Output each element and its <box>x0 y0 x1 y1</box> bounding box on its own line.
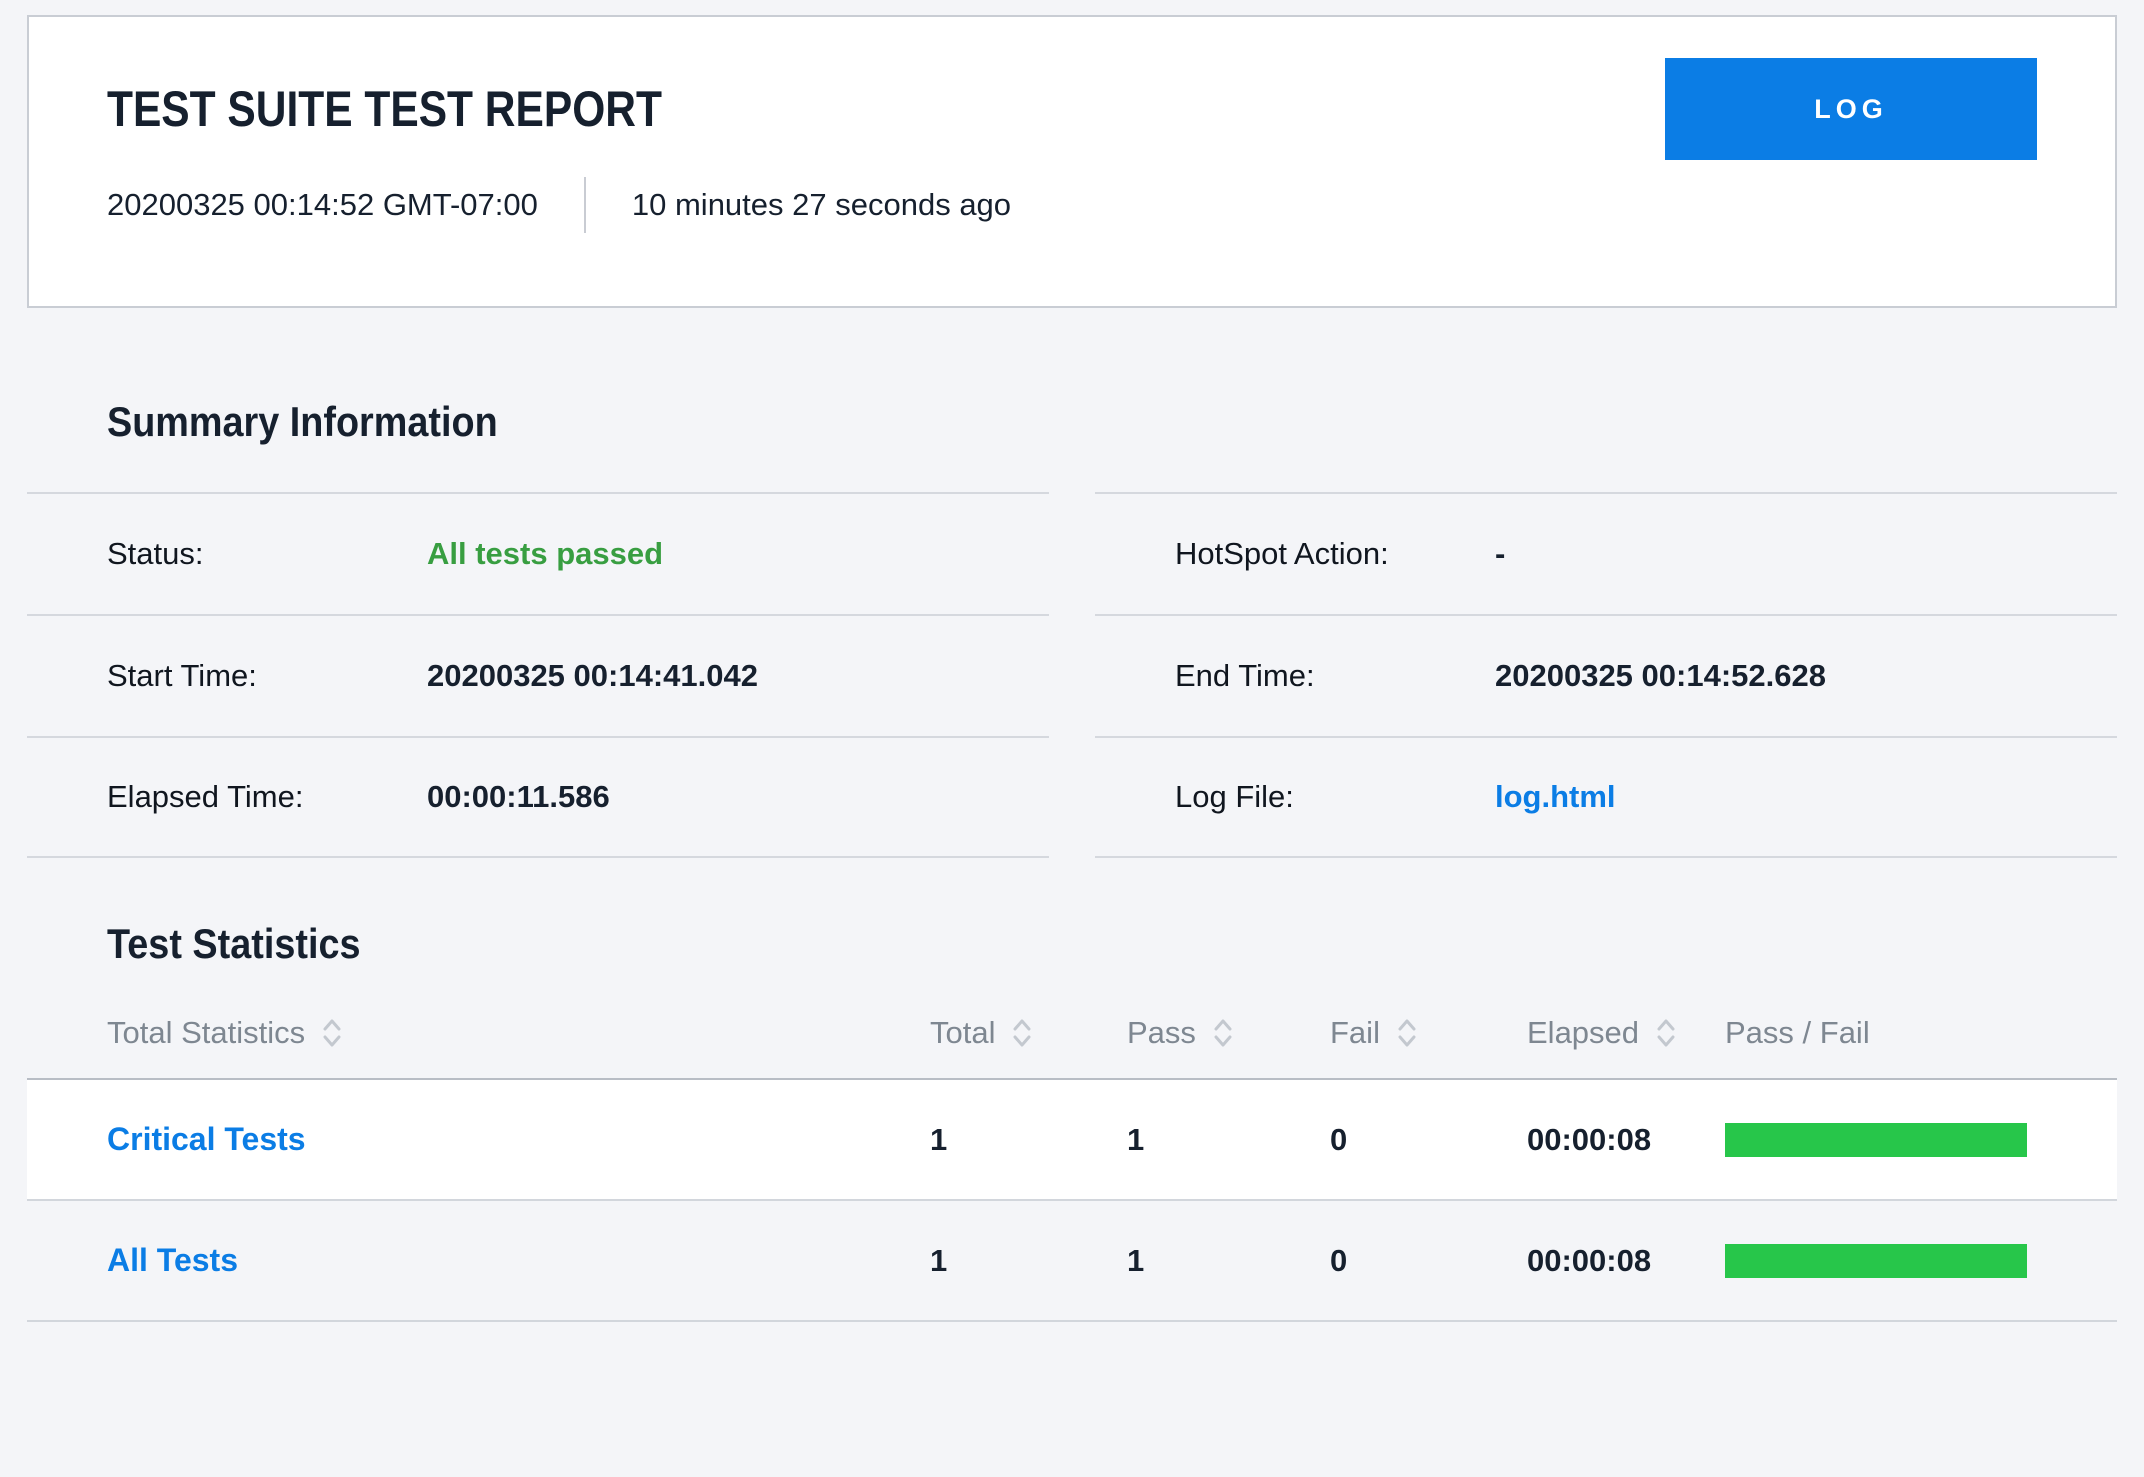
log-file-link[interactable]: log.html <box>1495 779 1616 814</box>
status-value: All tests passed <box>427 536 664 571</box>
critical-total: 1 <box>930 1121 948 1157</box>
summary-row-status: Status: All tests passed <box>27 492 1049 614</box>
end-time-value: 20200325 00:14:52.628 <box>1495 658 1826 693</box>
column-header-total-statistics[interactable]: Total Statistics <box>27 1015 930 1051</box>
critical-pass: 1 <box>1127 1121 1145 1157</box>
report-header-card: TEST SUITE TEST REPORT LOG 20200325 00:1… <box>27 15 2117 308</box>
hotspot-action-label: HotSpot Action: <box>1175 536 1389 571</box>
statistics-heading: Test Statistics <box>107 920 361 967</box>
pass-bar-fill <box>1725 1243 2027 1278</box>
pass-bar-fill <box>1725 1122 2027 1157</box>
status-label: Status: <box>107 536 204 571</box>
generated-relative-time: 10 minutes 27 seconds ago <box>631 187 1012 222</box>
column-header-total[interactable]: Total <box>930 1015 1127 1051</box>
summary-row-start-time: Start Time: 20200325 00:14:41.042 <box>27 614 1049 736</box>
all-tests-link[interactable]: All Tests <box>107 1242 238 1278</box>
log-button[interactable]: LOG <box>1665 58 2037 160</box>
page-title: TEST SUITE TEST REPORT <box>107 81 662 137</box>
start-time-label: Start Time: <box>107 658 257 693</box>
statistics-section: Test Statistics Total Statistics Total P… <box>0 858 2144 1322</box>
critical-fail: 0 <box>1330 1121 1348 1157</box>
all-total: 1 <box>930 1242 948 1278</box>
summary-row-hotspot-action: HotSpot Action: - <box>1095 492 2117 614</box>
meta-divider <box>583 177 586 233</box>
column-header-elapsed[interactable]: Elapsed <box>1527 1015 1725 1051</box>
table-row-all-tests: All Tests 1 1 0 00:00:08 <box>27 1201 2117 1322</box>
statistics-table: Total Statistics Total Pass Fail <box>27 988 2117 1322</box>
log-file-label: Log File: <box>1175 779 1294 814</box>
summary-row-elapsed-time: Elapsed Time: 00:00:11.586 <box>27 736 1049 858</box>
critical-tests-link[interactable]: Critical Tests <box>107 1121 306 1157</box>
all-elapsed: 00:00:08 <box>1527 1242 1652 1278</box>
sort-icon <box>1396 1017 1418 1049</box>
summary-right-column: HotSpot Action: - End Time: 20200325 00:… <box>1095 492 2117 858</box>
hotspot-action-value: - <box>1495 536 1506 571</box>
sort-icon <box>1212 1017 1234 1049</box>
all-fail: 0 <box>1330 1242 1348 1278</box>
critical-elapsed: 00:00:08 <box>1527 1121 1652 1157</box>
column-header-pass[interactable]: Pass <box>1127 1015 1330 1051</box>
statistics-table-header: Total Statistics Total Pass Fail <box>27 988 2117 1080</box>
pass-fail-bar <box>1725 1243 2027 1278</box>
summary-row-end-time: End Time: 20200325 00:14:52.628 <box>1095 614 2117 736</box>
summary-row-log-file: Log File: log.html <box>1095 736 2117 858</box>
pass-fail-bar <box>1725 1122 2027 1157</box>
summary-section: Summary Information Status: All tests pa… <box>0 308 2144 858</box>
start-time-value: 20200325 00:14:41.042 <box>427 658 758 693</box>
sort-icon <box>321 1017 343 1049</box>
end-time-label: End Time: <box>1175 658 1315 693</box>
summary-heading: Summary Information <box>107 398 498 445</box>
summary-left-column: Status: All tests passed Start Time: 202… <box>27 492 1049 858</box>
sort-icon <box>1011 1017 1033 1049</box>
sort-icon <box>1655 1017 1677 1049</box>
elapsed-time-label: Elapsed Time: <box>107 779 304 814</box>
elapsed-time-value: 00:00:11.586 <box>427 779 610 814</box>
column-header-fail[interactable]: Fail <box>1330 1015 1527 1051</box>
table-row-critical-tests: Critical Tests 1 1 0 00:00:08 <box>27 1080 2117 1201</box>
column-header-pass-fail: Pass / Fail <box>1725 1015 1870 1050</box>
generated-timestamp: 20200325 00:14:52 GMT-07:00 <box>107 187 538 222</box>
all-pass: 1 <box>1127 1242 1145 1278</box>
